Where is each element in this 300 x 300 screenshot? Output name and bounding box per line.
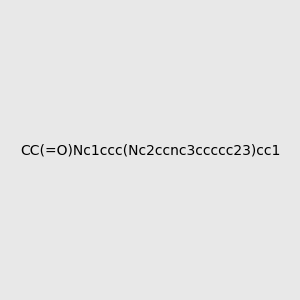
Text: CC(=O)Nc1ccc(Nc2ccnc3ccccc23)cc1: CC(=O)Nc1ccc(Nc2ccnc3ccccc23)cc1: [20, 143, 280, 157]
